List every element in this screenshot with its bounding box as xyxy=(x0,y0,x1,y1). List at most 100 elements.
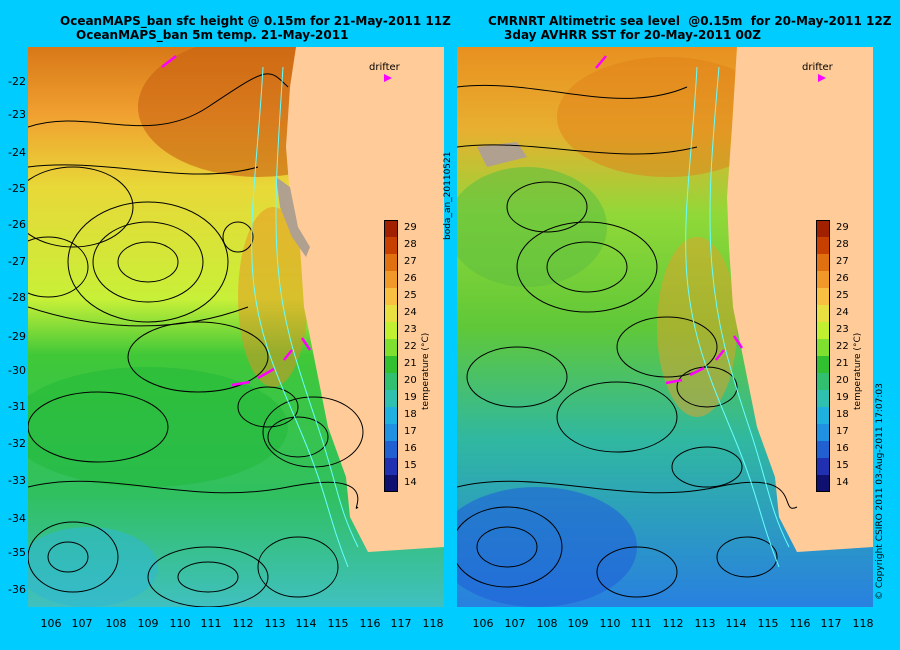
right-drifter-track-1 xyxy=(595,55,607,69)
colorbar-segment xyxy=(816,271,830,288)
colorbar-segment xyxy=(816,220,830,237)
lon-label: 110 xyxy=(599,617,621,630)
colorbar-tick-label: 16 xyxy=(836,443,849,454)
colorbar-tick-label: 17 xyxy=(404,426,417,437)
colorbar-tick-label: 18 xyxy=(836,409,849,420)
lat-label: -24 xyxy=(8,146,26,159)
right-drifter-track-4 xyxy=(715,349,725,361)
colorbar-segment xyxy=(816,339,830,356)
lon-label: 113 xyxy=(264,617,286,630)
drifter-label: drifter xyxy=(369,62,400,73)
lon-label: 106 xyxy=(40,617,62,630)
left-drifter-track-5 xyxy=(300,337,312,351)
colorbar-tick-label: 28 xyxy=(404,239,417,250)
colorbar-tick-label: 22 xyxy=(836,341,849,352)
colorbar-title: temperature (°C) xyxy=(853,332,863,410)
left-bathymetry xyxy=(251,66,359,568)
right-drifter-track-2 xyxy=(665,378,683,385)
right-island xyxy=(477,142,527,167)
colorbar-segment xyxy=(816,322,830,339)
run-id-text: boda_an_20110521 xyxy=(443,151,453,240)
right-cloud-patch xyxy=(457,167,607,287)
colorbar-segment xyxy=(816,407,830,424)
colorbar-tick-label: 19 xyxy=(404,392,417,403)
right-drifter-arrow-icon xyxy=(818,74,826,82)
colorbar-tick-label: 25 xyxy=(836,290,849,301)
left-drifter-legend: drifter xyxy=(369,62,400,73)
lon-label: 107 xyxy=(71,617,93,630)
colorbar-title: temperature (°C) xyxy=(421,332,431,410)
lon-label: 114 xyxy=(295,617,317,630)
lon-label: 111 xyxy=(200,617,222,630)
colorbar-segment xyxy=(816,356,830,373)
colorbar-segment xyxy=(816,475,830,492)
lon-label: 107 xyxy=(504,617,526,630)
lat-label: -22 xyxy=(8,75,26,88)
lon-label: 113 xyxy=(694,617,716,630)
colorbar-segment xyxy=(384,237,398,254)
colorbar-tick-label: 27 xyxy=(404,256,417,267)
colorbar-segment xyxy=(384,254,398,271)
colorbar-segment xyxy=(384,356,398,373)
right-drifter-legend: drifter xyxy=(802,62,833,73)
right-bathymetry xyxy=(685,66,790,568)
right-contours xyxy=(457,84,798,598)
colorbar-segment xyxy=(384,390,398,407)
right-drifter-track-5 xyxy=(732,335,744,349)
lat-label: -27 xyxy=(8,255,26,268)
lat-label: -35 xyxy=(8,546,26,559)
right-warm-tongue xyxy=(657,237,737,417)
colorbar-tick-label: 24 xyxy=(404,307,417,318)
left-map-title-line2: OceanMAPS_ban 5m temp. 21-May-2011 xyxy=(76,28,349,42)
lon-label: 117 xyxy=(390,617,412,630)
colorbar-tick-label: 15 xyxy=(404,460,417,471)
colorbar-segment xyxy=(816,373,830,390)
colorbar-segment xyxy=(816,424,830,441)
lat-label: -26 xyxy=(8,218,26,231)
left-colorbar: 29 28 27 26 25 24 23 22 21 20 19 18 17 16 15 14 temperat… xyxy=(384,220,434,492)
colorbar-segment xyxy=(384,441,398,458)
copyright-text: © Copyright CSIRO 2011 03-Aug-2011 17:07… xyxy=(875,383,885,600)
colorbar-segment xyxy=(384,407,398,424)
lon-label: 114 xyxy=(725,617,747,630)
right-land xyxy=(727,47,873,552)
left-drifter-track-2 xyxy=(231,380,251,387)
colorbar-segment xyxy=(816,441,830,458)
colorbar-segment xyxy=(384,305,398,322)
lon-label: 106 xyxy=(472,617,494,630)
colorbar-segment xyxy=(816,305,830,322)
right-colorbar: 29 28 27 26 25 24 23 22 21 20 19 18 17 16 15 14 temperat… xyxy=(816,220,866,492)
left-drifter-track-1 xyxy=(161,55,177,68)
colorbar-segment xyxy=(384,424,398,441)
left-drifter-track-4 xyxy=(283,349,293,361)
colorbar-tick-label: 27 xyxy=(836,256,849,267)
left-map-title-line1: OceanMAPS_ban sfc height @ 0.15m for 21-… xyxy=(60,14,451,28)
colorbar-tick-label: 22 xyxy=(404,341,417,352)
colorbar-segment xyxy=(384,288,398,305)
colorbar-tick-label: 15 xyxy=(836,460,849,471)
colorbar-tick-label: 19 xyxy=(836,392,849,403)
lon-label: 108 xyxy=(105,617,127,630)
left-map-svg xyxy=(28,47,444,607)
lat-label: -23 xyxy=(8,108,26,121)
lon-label: 116 xyxy=(359,617,381,630)
lon-label: 115 xyxy=(327,617,349,630)
lon-label: 118 xyxy=(422,617,444,630)
lon-label: 117 xyxy=(820,617,842,630)
left-island xyxy=(276,177,310,257)
colorbar-segment xyxy=(384,475,398,492)
lon-label: 116 xyxy=(789,617,811,630)
colorbar-tick-label: 17 xyxy=(836,426,849,437)
lat-label: -29 xyxy=(8,330,26,343)
colorbar-tick-label: 28 xyxy=(836,239,849,250)
left-green-blob xyxy=(28,367,288,487)
right-map-svg xyxy=(457,47,873,607)
colorbar-tick-label: 23 xyxy=(404,324,417,335)
colorbar-segment xyxy=(816,237,830,254)
lat-label: -30 xyxy=(8,364,26,377)
left-land xyxy=(286,47,444,552)
colorbar-tick-label: 26 xyxy=(836,273,849,284)
right-drifter-track-3 xyxy=(689,366,705,377)
right-map-title-line2: 3day AVHRR SST for 20-May-2011 00Z xyxy=(504,28,761,42)
